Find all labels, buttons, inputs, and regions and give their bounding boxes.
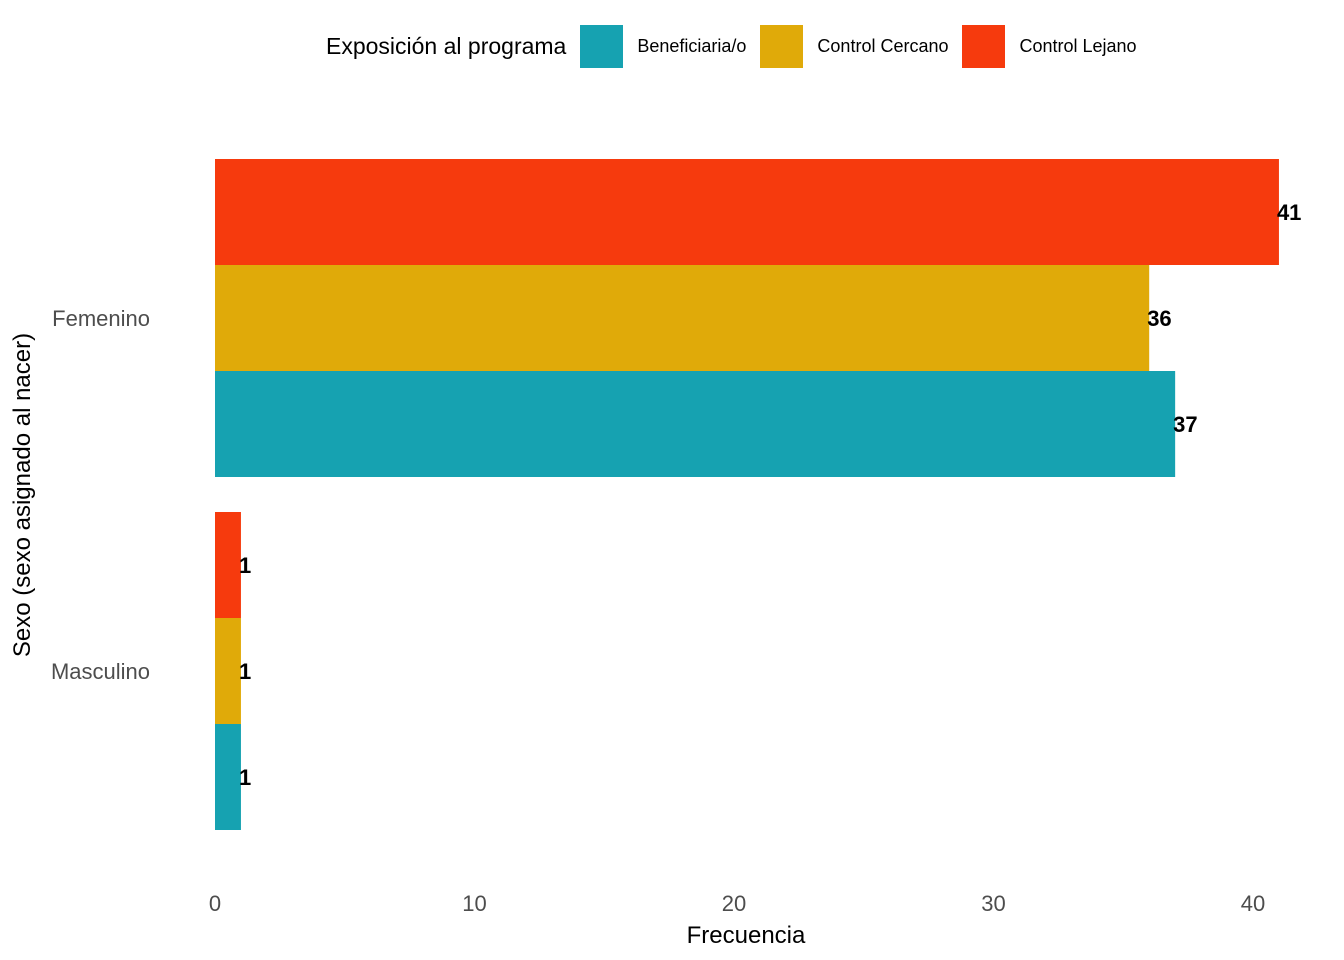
x-tick-label-10: 10 [462, 891, 486, 916]
value-label-femenino-control-cercano: 36 [1147, 306, 1171, 331]
value-label-masculino-control-lejano: 1 [239, 553, 251, 578]
x-tick-labels-group: 0 10 20 30 40 [209, 891, 1265, 916]
x-tick-label-40: 40 [1241, 891, 1265, 916]
legend-item-control-cercano: Control Cercano [760, 24, 949, 68]
x-tick-label-20: 20 [722, 891, 746, 916]
x-tick-label-30: 30 [981, 891, 1005, 916]
legend-title: Exposición al programa [326, 32, 567, 59]
legend-label-control-cercano: Control Cercano [817, 35, 949, 56]
legend: Exposición al programa Beneficiaria/o Co… [326, 24, 1151, 68]
value-label-femenino-control-lejano: 41 [1277, 200, 1301, 225]
value-label-femenino-beneficiaria-o: 37 [1173, 412, 1197, 437]
legend-label-beneficiaria: Beneficiaria/o [637, 35, 747, 56]
bar-masculino-control-cercano [215, 618, 241, 724]
bar-masculino-beneficiaria-o [215, 724, 241, 830]
legend-swatch-control-cercano [760, 24, 804, 68]
bar-femenino-control-lejano [215, 159, 1279, 265]
x-axis-title: Frecuencia [687, 922, 806, 949]
y-tick-labels-group: Femenino Masculino [51, 306, 150, 684]
legend-item-control-lejano: Control Lejano [962, 24, 1137, 68]
bar-masculino-control-lejano [215, 512, 241, 618]
x-tick-label-0: 0 [209, 891, 221, 916]
legend-item-beneficiaria: Beneficiaria/o [580, 24, 747, 68]
bar-femenino-control-cercano [215, 265, 1150, 371]
value-label-masculino-control-cercano: 1 [239, 659, 251, 684]
legend-label-control-lejano: Control Lejano [1019, 35, 1137, 56]
legend-swatch-control-lejano [962, 24, 1006, 68]
value-label-masculino-beneficiaria-o: 1 [239, 765, 251, 790]
legend-swatch-beneficiaria [580, 24, 624, 68]
bar-femenino-beneficiaria-o [215, 371, 1176, 477]
y-axis-title: Sexo (sexo asignado al nacer) [9, 333, 36, 657]
value-labels-group: 37 36 41 1 1 1 [239, 200, 1301, 790]
y-tick-label-masculino: Masculino [51, 659, 150, 684]
y-tick-label-femenino: Femenino [52, 306, 150, 331]
bars-group [215, 159, 1279, 830]
